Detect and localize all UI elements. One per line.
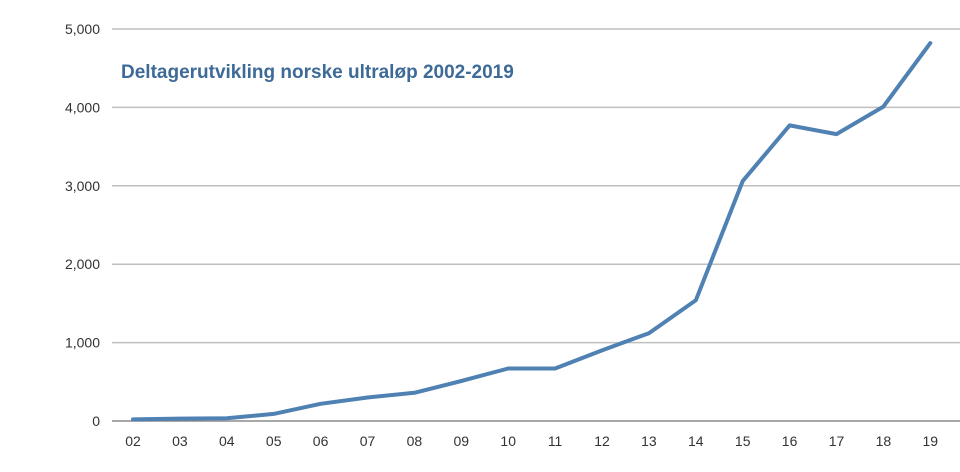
x-tick-label: 05 <box>266 433 282 449</box>
y-tick-label: 1,000 <box>65 335 100 351</box>
x-tick-label: 19 <box>923 433 939 449</box>
x-tick-label: 09 <box>454 433 470 449</box>
x-tick-label: 08 <box>407 433 423 449</box>
x-tick-label: 10 <box>500 433 516 449</box>
y-tick-label: 4,000 <box>65 99 100 115</box>
y-tick-label: 0 <box>92 413 100 429</box>
x-tick-label: 12 <box>594 433 610 449</box>
x-tick-label: 03 <box>172 433 188 449</box>
y-axis-ticks: 0 1,000 2,000 3,000 4,000 5,000 <box>65 21 100 429</box>
x-tick-label: 13 <box>641 433 657 449</box>
x-tick-label: 16 <box>782 433 798 449</box>
y-tick-label: 3,000 <box>65 178 100 194</box>
series-line <box>131 41 933 422</box>
x-tick-label: 04 <box>219 433 235 449</box>
chart-title: Deltagerutvikling norske ultraløp 2002-2… <box>121 62 514 83</box>
y-tick-label: 5,000 <box>65 21 100 37</box>
x-tick-label: 14 <box>688 433 704 449</box>
x-tick-label: 02 <box>125 433 141 449</box>
x-tick-label: 17 <box>829 433 845 449</box>
x-tick-label: 11 <box>548 433 563 449</box>
y-tick-label: 2,000 <box>65 256 100 272</box>
x-tick-label: 07 <box>360 433 376 449</box>
x-tick-label: 15 <box>735 433 751 449</box>
x-tick-label: 18 <box>876 433 892 449</box>
x-axis-ticks: 02 03 04 05 06 07 08 09 10 11 12 13 14 15 16 17 18 19 <box>125 433 938 449</box>
x-tick-label: 06 <box>313 433 329 449</box>
gridlines <box>112 28 960 344</box>
